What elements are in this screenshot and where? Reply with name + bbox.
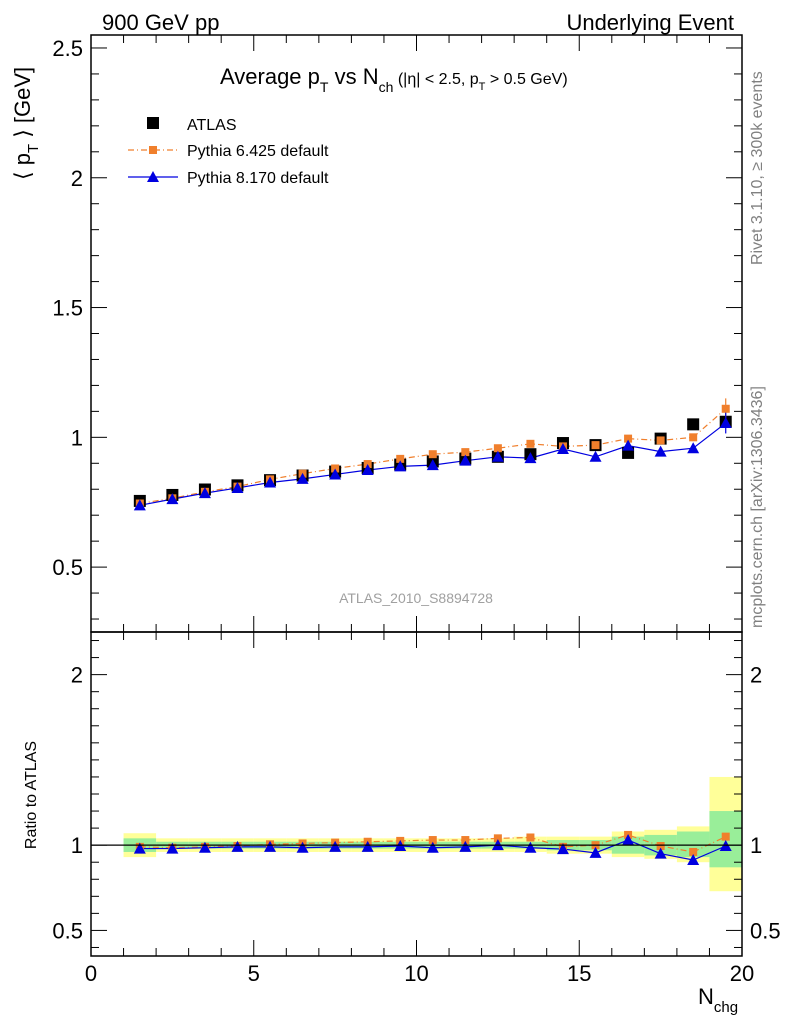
pythia8-point <box>589 450 602 462</box>
pythia8-point <box>231 481 244 493</box>
ratio-pythia6-point <box>526 833 535 842</box>
ratio-y-tick-label-right: 2 <box>750 663 762 688</box>
ratio-pythia8-point <box>329 840 342 852</box>
atlas-point <box>687 418 700 431</box>
x-tick-label: 5 <box>248 961 260 986</box>
ratio-pythia8-point <box>264 840 277 852</box>
legend-label-pythia6: Pythia 6.425 default <box>187 143 329 160</box>
ratio-pythia8-point <box>133 842 146 854</box>
x-tick-label: 20 <box>730 961 754 986</box>
pythia8-point <box>719 417 732 429</box>
pythia8-point <box>394 460 407 472</box>
main-title: Average pT vs Nch (|η| < 2.5, pT > 0.5 G… <box>220 64 568 95</box>
ratio-pythia6-point <box>493 834 502 843</box>
ratio-axes: 0.5 0.51 12 20 5 10 15 20 <box>52 632 781 986</box>
pythia6-point <box>624 434 633 443</box>
x-axis-label: Nchg <box>698 984 738 1016</box>
header-energy-label: 900 GeV pp <box>102 10 219 35</box>
pythia8-point <box>264 476 277 488</box>
ratio-pythia6-point <box>656 842 665 851</box>
pythia8-point <box>426 459 439 471</box>
pythia6-point <box>493 444 502 453</box>
ratio-pythia8-point <box>426 841 439 853</box>
legend-marker-pythia6 <box>149 146 157 154</box>
x-tick-label: 10 <box>404 961 428 986</box>
pythia6-point <box>591 441 600 450</box>
x-tick-label: 0 <box>85 961 97 986</box>
ratio-pythia8-point <box>361 840 374 852</box>
x-tick-label: 15 <box>567 961 591 986</box>
ratio-pythia8-point <box>556 843 569 855</box>
ratio-uncertainty-bands <box>123 776 742 892</box>
ratio-y-tick-label: 2 <box>71 663 83 688</box>
mcplots-label: mcplots.cern.ch [arXiv:1306.3436] <box>749 386 766 628</box>
ratio-pythia8-point <box>687 853 700 865</box>
pythia8-point <box>133 499 146 511</box>
main-y-tick-label: 2 <box>71 166 83 191</box>
ratio-pythia8-point <box>524 841 537 853</box>
legend-marker-atlas <box>147 117 159 129</box>
pythia8-point <box>198 487 211 499</box>
ratio-y-tick-label: 0.5 <box>52 918 83 943</box>
analysis-watermark: ATLAS_2010_S8894728 <box>339 590 493 606</box>
pythia6-point <box>689 433 698 442</box>
pythia8-point <box>491 450 504 462</box>
pythia8-point <box>654 445 667 457</box>
pythia6-point <box>396 454 405 463</box>
ratio-pythia8-point <box>654 847 667 859</box>
ratio-pythia8-point <box>589 846 602 858</box>
ratio-pythia6-point <box>461 836 470 845</box>
legend-marker-pythia8 <box>147 171 159 182</box>
pythia6-point <box>526 439 535 448</box>
main-y-tick-label: 0.5 <box>52 555 83 580</box>
ratio-pythia8-point <box>296 841 309 853</box>
pythia8-point <box>524 452 537 464</box>
ratio-y-tick-label: 1 <box>71 833 83 858</box>
ratio-pythia6-point <box>721 832 730 841</box>
pythia8-point <box>329 468 342 480</box>
pythia8-point <box>556 443 569 455</box>
ratio-pythia6-point <box>689 847 698 856</box>
ratio-pythia6-point <box>428 836 437 845</box>
ratio-pythia8-point <box>198 841 211 853</box>
pythia8-point <box>459 454 472 466</box>
main-data-layer <box>133 398 732 511</box>
legend-label-atlas: ATLAS <box>187 117 237 134</box>
pythia8-point <box>296 472 309 484</box>
ratio-pythia8-point <box>231 840 244 852</box>
main-y-tick-label: 1.5 <box>52 296 83 321</box>
pythia6-point <box>461 448 470 457</box>
main-y-axis-label: ⟨ pT ⟩ [GeV] <box>10 67 42 180</box>
legend: ATLAS Pythia 6.425 default Pythia 8.170 … <box>128 117 329 187</box>
pythia8-point <box>361 464 374 476</box>
header-process-label: Underlying Event <box>566 10 734 35</box>
ratio-y-tick-label-right: 0.5 <box>750 918 781 943</box>
main-panel: ATLAS_2010_S8894728 Average pT vs Nch (|… <box>10 34 743 633</box>
pythia6-point <box>721 404 730 413</box>
pythia6-point <box>656 436 665 445</box>
main-axes: 0.5 1 1.5 2 2.5 <box>52 35 743 632</box>
main-y-tick-label: 2.5 <box>52 36 83 61</box>
pythia8-point <box>687 442 700 454</box>
legend-label-pythia8: Pythia 8.170 default <box>187 170 329 187</box>
ratio-frame <box>90 631 743 957</box>
ratio-y-tick-label-right: 1 <box>750 833 762 858</box>
rivet-version-label: Rivet 3.1.10, ≥ 300k events <box>749 71 766 265</box>
pythia8-point <box>166 493 179 505</box>
ratio-panel: Ratio to ATLAS 0.5 0.51 12 20 5 10 15 20 <box>23 631 781 986</box>
pythia6-point <box>428 450 437 459</box>
ratio-y-axis-label: Ratio to ATLAS <box>23 741 40 849</box>
pythia8-point <box>622 439 635 451</box>
ratio-pythia8-point <box>166 842 179 854</box>
main-y-tick-label: 1 <box>71 425 83 450</box>
ratio-pythia8-point <box>459 840 472 852</box>
ratio-pythia8-point <box>622 834 635 846</box>
